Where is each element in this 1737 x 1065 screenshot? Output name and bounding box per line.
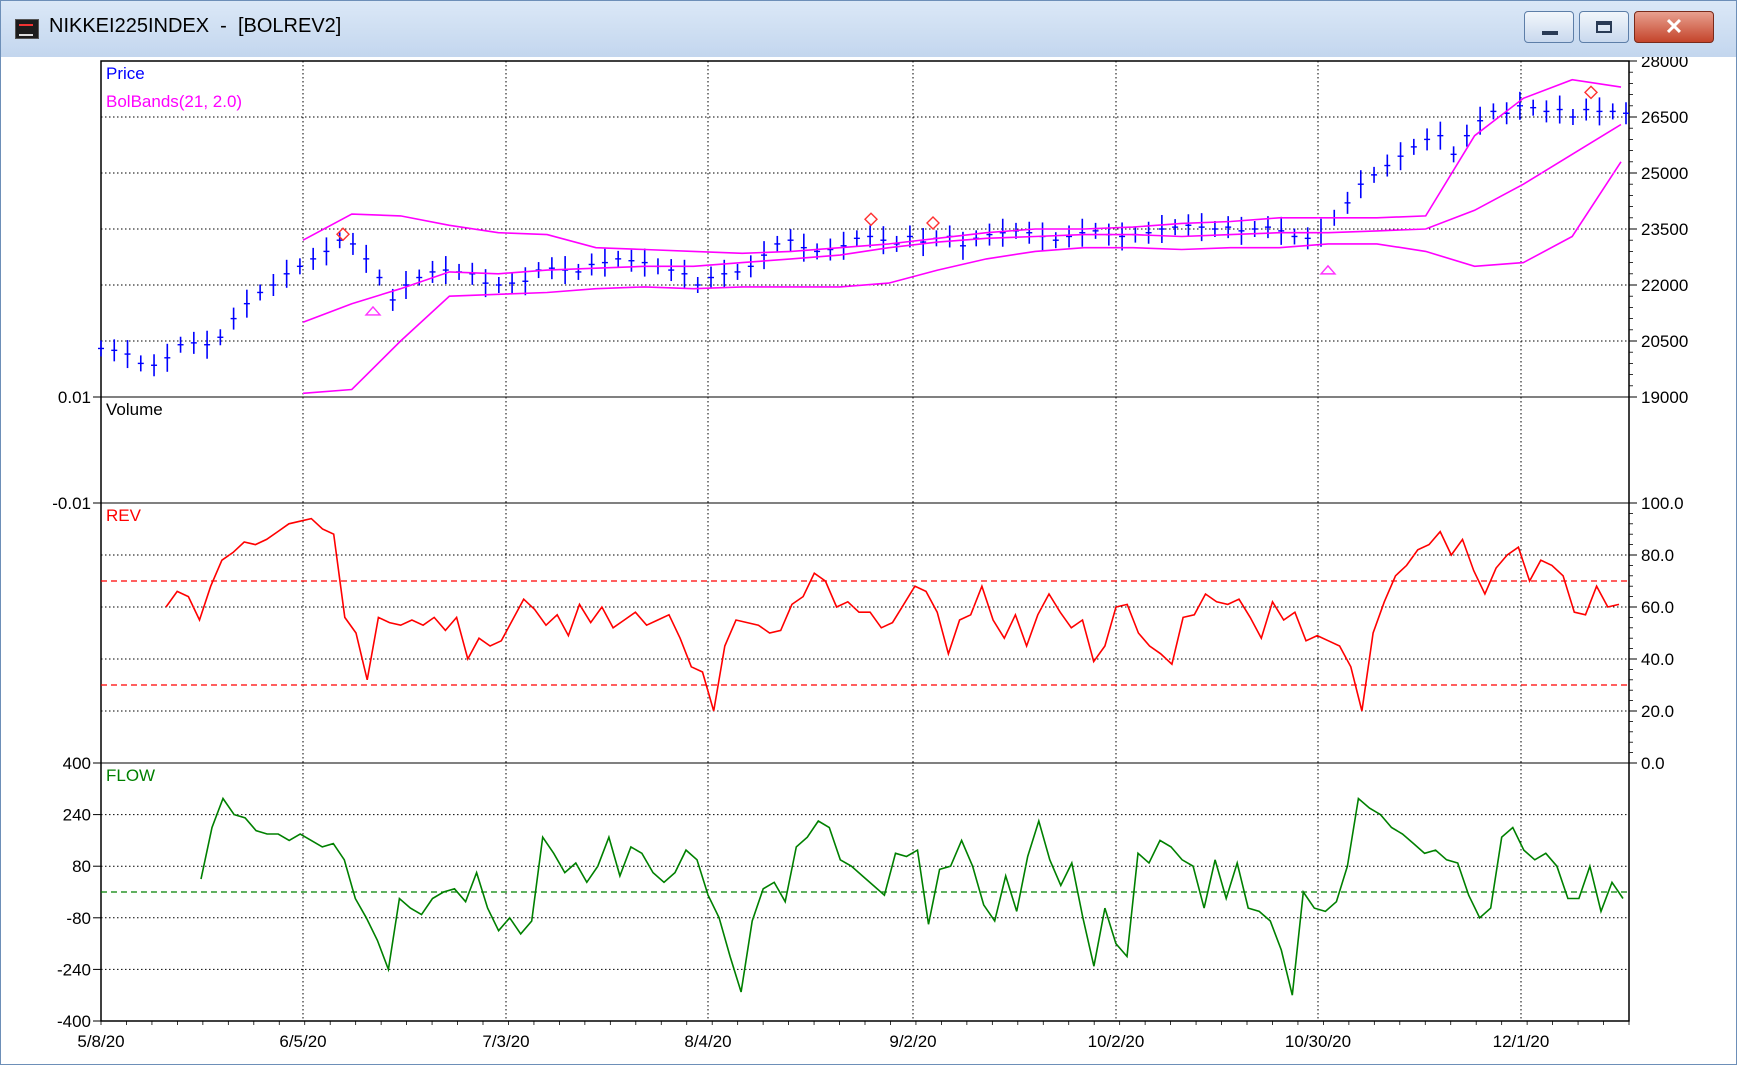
legend-price-1: BolBands(21, 2.0) <box>106 92 242 111</box>
title-bar[interactable]: NIKKEI225INDEX - [BOLREV2] ✕ <box>1 1 1736 57</box>
x-tick-label: 6/5/20 <box>279 1032 326 1051</box>
series-rev <box>165 517 1620 712</box>
y-tick-label: -80 <box>66 909 91 928</box>
series-bolbands-lower <box>302 161 1622 395</box>
y-tick-label: 20500 <box>1641 332 1688 351</box>
x-tick-label: 8/4/20 <box>684 1032 731 1051</box>
x-tick-label: 5/8/20 <box>77 1032 124 1051</box>
sell-signal-diamond <box>1584 85 1598 100</box>
sell-signal-diamond <box>336 227 350 242</box>
panel-flow: 400 240 80 -80 -240 -400 FLOW <box>57 754 1629 1031</box>
y-tick-label: 23500 <box>1641 220 1688 239</box>
series-bolbands-upper <box>302 78 1622 255</box>
y-tick-label: 240 <box>63 806 91 825</box>
chart-area[interactable]: 5/8/20 6/5/20 7/3/20 8/4/20 9/2/20 10/2/20 10/… <box>1 57 1736 1064</box>
buy-signal-triangle <box>364 305 382 316</box>
sell-signal-diamond <box>864 212 878 227</box>
y-tick-label: 80 <box>72 857 91 876</box>
legend-price-0: Price <box>106 64 145 83</box>
panel-volume: 0.01 -0.01 Volume <box>52 388 1629 513</box>
y-tick-label: 400 <box>63 754 91 773</box>
legend-flow-0: FLOW <box>106 766 155 785</box>
y-tick-label: -240 <box>57 960 91 979</box>
window-title: NIKKEI225INDEX - [BOLREV2] <box>49 15 342 37</box>
y-tick-label: 28000 <box>1641 57 1688 71</box>
close-icon: ✕ <box>1664 14 1684 39</box>
series-flow <box>200 796 1624 996</box>
y-tick-label: 0.01 <box>58 388 91 407</box>
legend-volume-0: Volume <box>106 400 163 419</box>
x-tick-label: 10/2/20 <box>1088 1032 1145 1051</box>
panel-price: 28000 26500 25000 23500 22000 20500 19000 Price… <box>98 57 1688 407</box>
x-tick-label: 10/30/20 <box>1285 1032 1351 1051</box>
y-tick-label: 0.0 <box>1641 754 1665 773</box>
y-tick-label: 26500 <box>1641 108 1688 127</box>
y-tick-label: 20.0 <box>1641 702 1674 721</box>
y-tick-label: 40.0 <box>1641 650 1674 669</box>
chart-svg[interactable]: 5/8/20 6/5/20 7/3/20 8/4/20 9/2/20 10/2/20 10/… <box>1 57 1736 1064</box>
y-tick-label: -0.01 <box>52 494 91 513</box>
minimize-button[interactable] <box>1524 11 1574 43</box>
y-tick-label: 19000 <box>1641 388 1688 407</box>
panel-rev: 100.0 80.0 60.0 40.0 20.0 0.0 REV <box>101 494 1684 773</box>
y-tick-label: 60.0 <box>1641 598 1674 617</box>
plot-frame <box>100 60 1630 1022</box>
x-tick-label: 12/1/20 <box>1493 1032 1550 1051</box>
buy-signal-triangle <box>1319 264 1337 275</box>
x-tick-label: 7/3/20 <box>482 1032 529 1051</box>
close-button[interactable]: ✕ <box>1634 11 1714 43</box>
y-tick-label: 25000 <box>1641 164 1688 183</box>
y-tick-label: 80.0 <box>1641 546 1674 565</box>
chart-app-icon[interactable] <box>15 19 39 39</box>
legend-rev-0: REV <box>106 506 142 525</box>
y-tick-label: -400 <box>57 1012 91 1031</box>
y-tick-label: 22000 <box>1641 276 1688 295</box>
series-bolbands-middle <box>302 123 1622 324</box>
x-tick-label: 9/2/20 <box>889 1032 936 1051</box>
sell-signal-diamond <box>926 216 940 230</box>
maximize-button[interactable] <box>1579 11 1629 43</box>
y-tick-label: 100.0 <box>1641 494 1684 513</box>
